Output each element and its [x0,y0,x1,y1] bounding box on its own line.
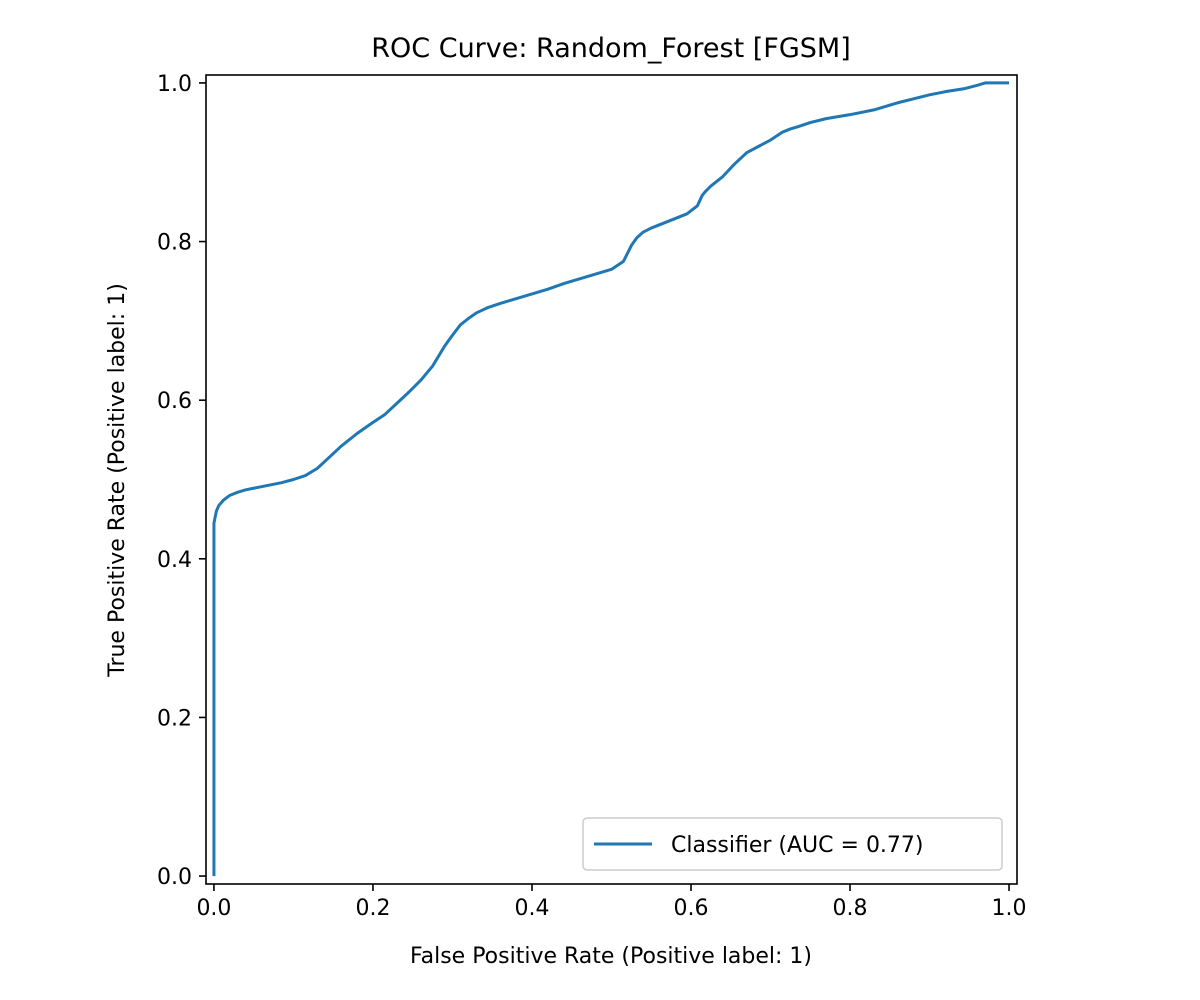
y-axis-ticks: 0.0 0.2 0.4 0.6 0.8 1.0 [157,72,206,890]
legend-frame [582,817,1003,871]
roc-curve-line [212,81,1010,877]
x-tick-label: 0.6 [674,896,709,921]
y-tick-label: 0.8 [157,231,192,256]
legend: Classifier (AUC = 0.77) [582,817,1003,871]
x-axis-label: False Positive Rate (Positive label: 1) [410,944,812,969]
x-tick-label: 0.8 [833,896,868,921]
axes-frame [205,74,1018,885]
series-layer [212,81,1010,877]
plot-area [205,74,1018,885]
x-tick-label: 0.2 [355,896,390,921]
y-axis-label: True Positive Rate (Positive label: 1) [105,283,130,678]
y-tick-label: 0.2 [157,706,192,731]
y-tick-label: 0.6 [157,389,192,414]
chart-title: ROC Curve: Random_Forest [FGSM] [371,33,850,64]
y-tick-label: 0.0 [157,865,192,890]
x-axis-ticks: 0.0 0.2 0.4 0.6 0.8 1.0 [196,884,1027,921]
x-tick-label: 0.4 [514,896,549,921]
y-tick-label: 0.4 [157,548,192,573]
x-tick-label: 1.0 [992,896,1027,921]
y-tick-label: 1.0 [157,72,192,97]
legend-entry-label: Classifier (AUC = 0.77) [671,833,924,858]
x-tick-label: 0.0 [196,896,231,921]
